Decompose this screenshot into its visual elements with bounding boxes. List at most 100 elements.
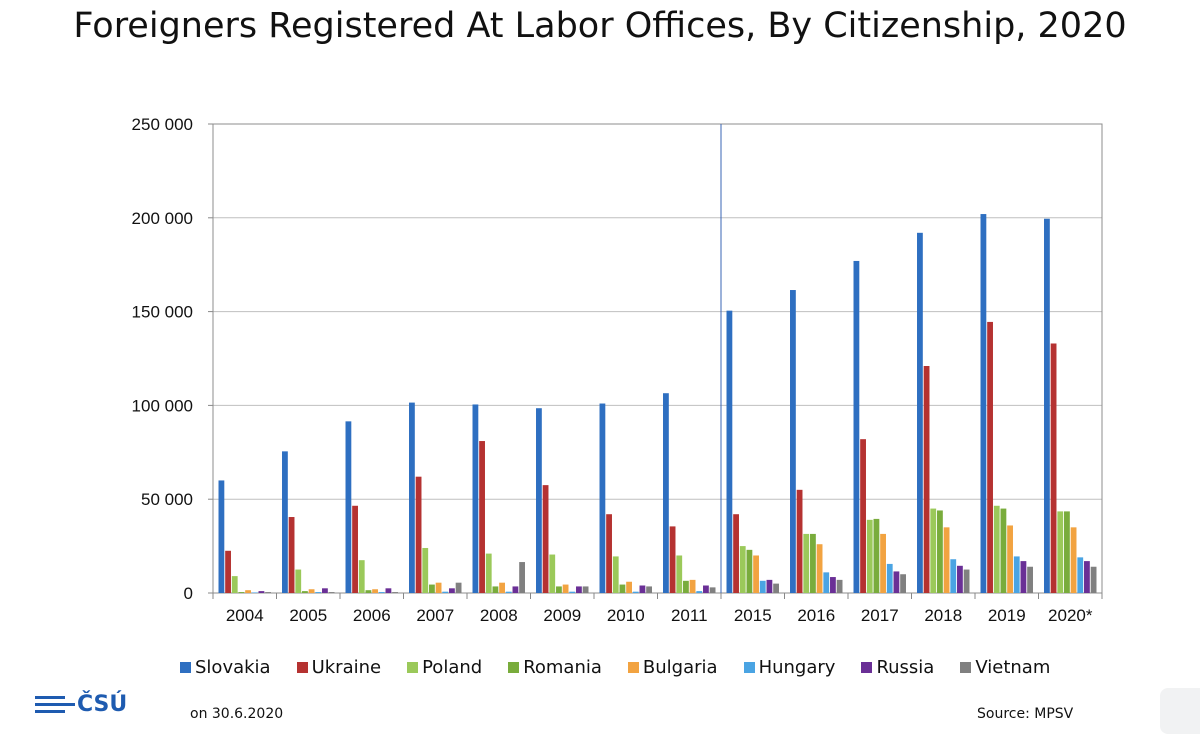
bar-romania-2008	[492, 586, 499, 593]
bar-bulgaria-2006	[372, 589, 378, 593]
legend-item-bulgaria: Bulgaria	[627, 657, 718, 678]
bar-poland-2010	[612, 556, 619, 593]
bar-bulgaria-2007	[435, 582, 442, 593]
x-tick-label: 2020*	[1048, 606, 1093, 625]
bar-vietnam-2020	[1090, 566, 1097, 593]
bar-slovakia-2007	[409, 402, 415, 593]
bar-romania-2019	[1000, 508, 1007, 593]
bar-russia-2019	[1020, 561, 1027, 593]
bar-ukraine-2006	[352, 505, 358, 593]
bar-vietnam-2010	[646, 586, 652, 593]
x-tick-label: 2006	[353, 606, 391, 625]
bar-poland-2008	[485, 553, 492, 593]
legend-item-hungary: Hungary	[743, 656, 836, 678]
x-tick-label: 2016	[797, 606, 835, 625]
bar-russia-2010	[639, 585, 646, 593]
bar-vietnam-2007	[455, 582, 462, 593]
legend-label: Hungary	[758, 656, 836, 678]
x-tick-label: 2005	[289, 606, 327, 625]
x-tick-label: 2017	[861, 606, 899, 625]
bar-romania-2016	[810, 533, 816, 593]
bar-vietnam-2004	[265, 592, 271, 593]
bar-slovakia-2011	[663, 393, 669, 593]
corner-tab[interactable]	[1160, 688, 1200, 734]
bar-bulgaria-2020	[1070, 527, 1077, 593]
y-tick-label: 100 000	[132, 396, 193, 415]
bar-poland-2011	[676, 555, 683, 593]
bar-romania-2020	[1064, 511, 1070, 593]
bar-ukraine-2009	[542, 485, 549, 593]
bar-ukraine-2015	[733, 514, 739, 593]
bar-russia-2008	[512, 586, 519, 593]
legend-label: Russia	[876, 656, 935, 678]
bar-bulgaria-2005	[308, 589, 315, 593]
y-tick-label: 250 000	[132, 115, 193, 134]
bar-romania-2018	[937, 510, 943, 593]
bar-ukraine-2007	[415, 476, 422, 593]
legend-swatch	[407, 661, 419, 673]
bar-hungary-2009	[569, 591, 576, 593]
legend-swatch	[960, 661, 972, 673]
bar-bulgaria-2019	[1007, 525, 1013, 593]
legend-swatch	[180, 661, 191, 673]
bar-poland-2005	[295, 569, 302, 593]
legend-swatch	[861, 661, 873, 673]
legend-label: Poland	[422, 656, 483, 678]
bar-bulgaria-2004	[245, 590, 251, 593]
bar-poland-2017	[866, 519, 873, 593]
bar-vietnam-2015	[773, 583, 779, 593]
bar-ukraine-2011	[669, 526, 676, 593]
bar-bulgaria-2015	[753, 555, 759, 593]
bar-russia-2018	[957, 565, 963, 593]
x-tick-label: 2007	[416, 606, 454, 625]
bar-romania-2005	[302, 591, 308, 593]
bar-slovakia-2018	[917, 232, 923, 593]
bar-poland-2019	[993, 505, 1000, 593]
bar-ukraine-2004	[225, 550, 231, 593]
bar-romania-2017	[873, 518, 880, 593]
bar-ukraine-2005	[288, 517, 295, 593]
x-tick-label: 2009	[543, 606, 581, 625]
bar-poland-2020	[1057, 511, 1064, 593]
bar-slovakia-2006	[345, 421, 352, 593]
bar-ukraine-2018	[923, 366, 930, 593]
bar-russia-2017	[893, 571, 900, 593]
bar-bulgaria-2009	[562, 584, 569, 593]
legend-label: Vietnam	[975, 656, 1051, 678]
chart-legend: Slovakia Ukraine Poland Romania Bulgaria Hung…	[180, 655, 1120, 679]
bar-slovakia-2015	[726, 310, 733, 593]
x-tick-label: 2008	[480, 606, 518, 625]
bar-hungary-2007	[442, 591, 449, 593]
bar-hungary-2015	[759, 580, 766, 593]
legend-swatch	[743, 661, 755, 673]
chart-axes	[208, 123, 1103, 599]
bar-ukraine-2019	[987, 321, 993, 593]
x-tick-label: 2011	[671, 606, 708, 625]
bar-slovakia-2017	[853, 260, 860, 593]
x-tick-label: 2018	[924, 606, 962, 625]
bar-poland-2007	[422, 547, 429, 593]
bar-poland-2006	[358, 560, 365, 593]
bar-romania-2011	[683, 580, 689, 593]
bar-russia-2009	[576, 586, 582, 593]
legend-item-poland: Poland	[407, 657, 482, 678]
bar-hungary-2004	[251, 592, 258, 593]
bar-slovakia-2016	[790, 290, 796, 593]
bar-vietnam-2006	[392, 592, 398, 593]
bar-ukraine-2020	[1050, 343, 1057, 593]
bar-russia-2006	[385, 588, 392, 593]
legend-item-ukraine: Ukraine	[296, 657, 381, 678]
bar-slovakia-2010	[599, 403, 606, 593]
bar-vietnam-2019	[1027, 566, 1033, 593]
bar-russia-2016	[830, 577, 836, 593]
legend-item-slovakia: Slovakia	[180, 657, 271, 678]
bar-bulgaria-2016	[816, 544, 823, 593]
chart-bars	[218, 214, 1097, 594]
y-tick-label: 0	[184, 584, 193, 603]
legend-item-russia: Russia	[861, 657, 934, 678]
bar-ukraine-2008	[479, 441, 485, 593]
bar-slovakia-2004	[218, 480, 225, 593]
legend-swatch	[296, 661, 308, 673]
bar-vietnam-2008	[519, 562, 525, 593]
bar-hungary-2020	[1077, 557, 1084, 593]
